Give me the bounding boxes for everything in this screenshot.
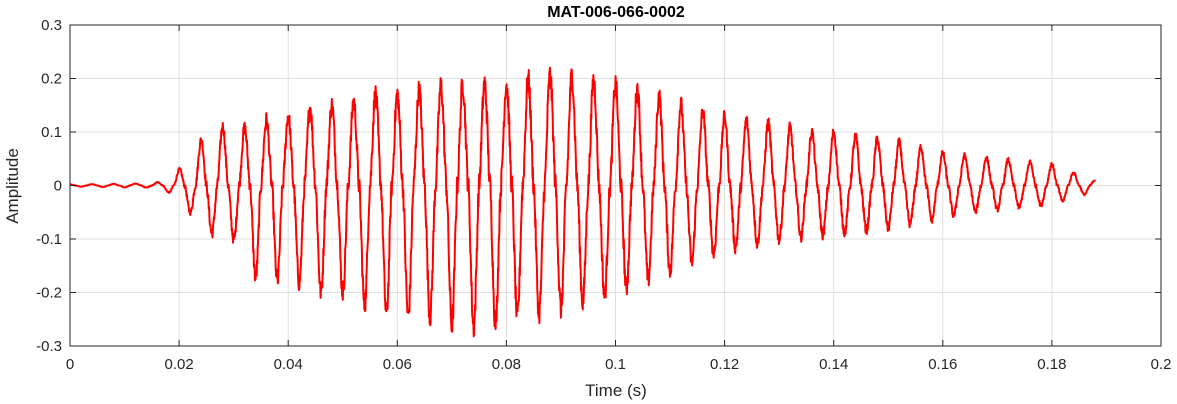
- x-tick-label: 0.02: [164, 356, 193, 373]
- x-tick-label: 0.1: [605, 356, 626, 373]
- x-tick-label: 0.16: [928, 356, 957, 373]
- x-tick-label: 0.04: [274, 356, 303, 373]
- y-tick-labels: -0.3 -0.2 -0.1 0 0.1 0.2 0.3: [36, 17, 62, 355]
- x-tick-labels: 0 0.02 0.04 0.06 0.08 0.1 0.12 0.14 0.16 0.18 0.2: [66, 356, 1172, 373]
- x-axis-label: Time (s): [585, 381, 647, 400]
- y-tick-label: -0.3: [36, 338, 62, 355]
- plot-area: [69, 66, 1097, 338]
- y-tick-label: 0.2: [41, 71, 62, 88]
- chart-title: MAT-006-066-0002: [547, 4, 685, 21]
- x-tick-label: 0.08: [492, 356, 521, 373]
- y-tick-label: -0.1: [36, 231, 62, 248]
- x-tick-label: 0.12: [710, 356, 739, 373]
- series-line: [69, 66, 1097, 338]
- x-tick-label: 0: [66, 356, 74, 373]
- y-tick-label: -0.2: [36, 285, 62, 302]
- x-tick-label: 0.14: [819, 356, 848, 373]
- y-tick-label: 0.1: [41, 124, 62, 141]
- y-axis-label: Amplitude: [3, 148, 22, 224]
- y-tick-label: 0.3: [41, 17, 62, 34]
- tick-marks: [69, 24, 1162, 347]
- x-tick-label: 0.18: [1037, 356, 1066, 373]
- x-tick-label: 0.2: [1151, 356, 1172, 373]
- y-tick-label: 0: [54, 178, 62, 195]
- x-tick-label: 0.06: [383, 356, 412, 373]
